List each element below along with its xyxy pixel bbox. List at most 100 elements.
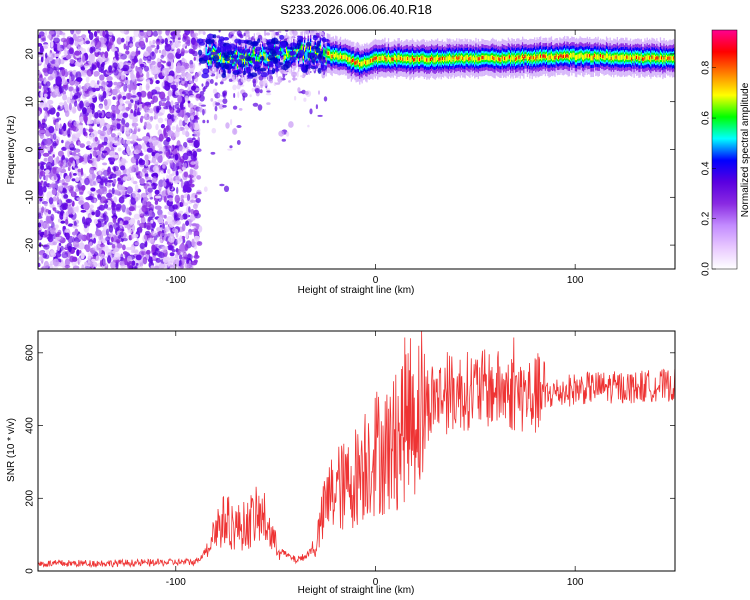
heatmap-cell — [139, 242, 146, 249]
heatmap-cell — [191, 238, 195, 247]
heatmap-cell — [90, 187, 96, 192]
heatmap-cell — [140, 32, 145, 37]
heatmap-cell — [57, 150, 64, 157]
heatmap-cell — [102, 162, 108, 166]
heatmap-cell — [215, 75, 218, 80]
heatmap-cell — [91, 265, 94, 269]
heatmap-cell — [173, 78, 181, 83]
heatmap-cell — [151, 151, 155, 157]
heatmap-cell — [97, 188, 105, 195]
heatmap-cell — [433, 57, 435, 63]
heatmap-cell — [100, 68, 104, 74]
heatmap-cell — [54, 53, 60, 57]
heatmap-cell — [118, 104, 123, 111]
heatmap-cell — [73, 206, 79, 212]
heatmap-cell — [303, 97, 307, 102]
heatmap-cell — [120, 264, 126, 269]
heatmap-cell — [139, 84, 143, 92]
heatmap-cell — [111, 207, 116, 216]
heatmap-cell — [310, 46, 312, 51]
heatmap-cell — [69, 255, 75, 263]
heatmap-cell — [194, 212, 201, 219]
heatmap-cell — [73, 120, 80, 127]
heatmap-cell — [188, 48, 194, 54]
heatmap-cell — [112, 256, 119, 261]
heatmap-cell — [47, 235, 54, 243]
heatmap-cell — [45, 52, 48, 59]
heatmap-cell — [181, 257, 185, 266]
heatmap-cell — [317, 52, 319, 57]
heatmap-cell — [187, 100, 191, 104]
heatmap-cell — [168, 265, 175, 269]
heatmap-cell — [105, 248, 112, 256]
heatmap-cell — [554, 56, 556, 60]
heatmap-cell — [102, 238, 107, 243]
heatmap-cell — [126, 223, 131, 231]
heatmap-cell — [43, 175, 46, 181]
heatmap-cell — [74, 228, 79, 235]
heatmap-cell — [283, 55, 285, 60]
heatmap-cell — [541, 55, 543, 61]
heatmap-cell — [72, 237, 75, 243]
heatmap-cell — [118, 56, 125, 60]
heatmap-cell — [175, 257, 180, 267]
heatmap-cell — [158, 151, 163, 154]
heatmap-cell — [86, 232, 91, 241]
heatmap-cell — [125, 45, 130, 51]
heatmap-cell — [155, 80, 160, 84]
heatmap-cell — [137, 128, 141, 132]
heatmap-cell — [166, 145, 172, 149]
heatmap-cell — [120, 253, 124, 260]
heatmap-cell — [190, 115, 195, 120]
heatmap-cell — [98, 94, 104, 103]
heatmap-cell — [81, 34, 87, 39]
heatmap-cell — [253, 49, 255, 54]
heatmap-cell — [126, 186, 133, 194]
heatmap-cell — [184, 95, 189, 102]
heatmap-cell — [133, 110, 137, 117]
heatmap-cell — [69, 147, 76, 151]
heatmap-cell — [263, 53, 265, 58]
heatmap-cell — [211, 127, 217, 134]
heatmap-cell — [262, 79, 268, 87]
heatmap-cell — [167, 41, 171, 45]
heatmap-cell — [64, 141, 71, 150]
heatmap-cell — [222, 104, 227, 108]
heatmap-cell — [106, 76, 113, 82]
heatmap-cell — [134, 184, 139, 192]
heatmap-cell — [165, 151, 170, 158]
heatmap-cell — [134, 102, 138, 111]
heatmap-cell — [280, 46, 282, 53]
heatmap-cell — [72, 33, 77, 41]
heatmap-cell — [51, 188, 57, 195]
heatmap-cell — [113, 81, 118, 86]
heatmap-cell — [62, 212, 67, 222]
heatmap-cell — [269, 79, 274, 84]
heatmap-cell — [131, 260, 136, 266]
heatmap-cell — [282, 46, 284, 56]
heatmap-cell — [121, 91, 126, 96]
heatmap-cell — [48, 197, 54, 205]
heatmap-cell — [529, 57, 531, 61]
heatmap-cell — [210, 57, 212, 65]
heatmap-cell — [183, 171, 189, 178]
heatmap-cell — [428, 57, 430, 63]
heatmap-cell — [219, 183, 225, 187]
heatmap-cell — [68, 245, 72, 252]
heatmap-cell — [60, 105, 63, 110]
heatmap-cell — [113, 222, 120, 231]
heatmap-cell — [174, 194, 180, 204]
heatmap-cell — [91, 172, 96, 181]
heatmap-cell — [202, 108, 205, 116]
heatmap-cell — [125, 92, 131, 100]
heatmap-cell — [56, 111, 60, 118]
heatmap-cell — [550, 53, 553, 59]
heatmap-cell — [238, 51, 240, 63]
heatmap-cell — [191, 85, 196, 91]
heatmap-cell — [188, 68, 195, 73]
heatmap-cell — [332, 52, 334, 58]
heatmap-cell — [185, 36, 191, 45]
heatmap-cell — [132, 233, 139, 239]
heatmap-cell — [96, 150, 101, 156]
heatmap-cell — [336, 52, 338, 58]
